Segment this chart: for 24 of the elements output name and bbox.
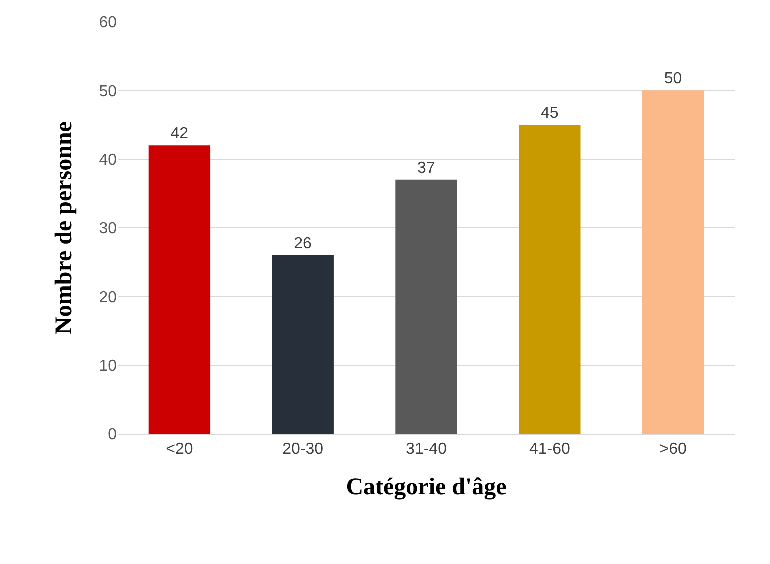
x-tick-label: <20 <box>166 441 194 458</box>
bar <box>642 90 704 434</box>
y-tick-label: 30 <box>99 220 118 238</box>
y-tick-label: 40 <box>99 152 118 169</box>
y-axis-title: Nombre de personne <box>51 121 78 334</box>
bar <box>272 255 334 434</box>
y-tick-label: 10 <box>99 358 118 375</box>
data-label: 50 <box>664 70 682 88</box>
x-tick-label: 31-40 <box>406 441 448 458</box>
x-tick-label: 20-30 <box>282 441 324 458</box>
y-tick-label: 50 <box>99 83 118 100</box>
data-label: 45 <box>540 105 559 122</box>
bar <box>148 146 211 434</box>
y-tick-label: 0 <box>108 426 118 444</box>
bar <box>396 180 458 434</box>
y-tick-label: 60 <box>99 14 118 32</box>
x-tick-label: 41-60 <box>529 441 570 458</box>
bar <box>519 125 581 434</box>
y-tick-label: 20 <box>99 289 118 306</box>
data-label: 37 <box>418 160 436 177</box>
data-label: 26 <box>294 235 312 252</box>
x-axis-title: Catégorie d'âge <box>346 474 508 500</box>
x-tick-label: >60 <box>660 441 687 458</box>
data-label: 42 <box>170 126 189 143</box>
